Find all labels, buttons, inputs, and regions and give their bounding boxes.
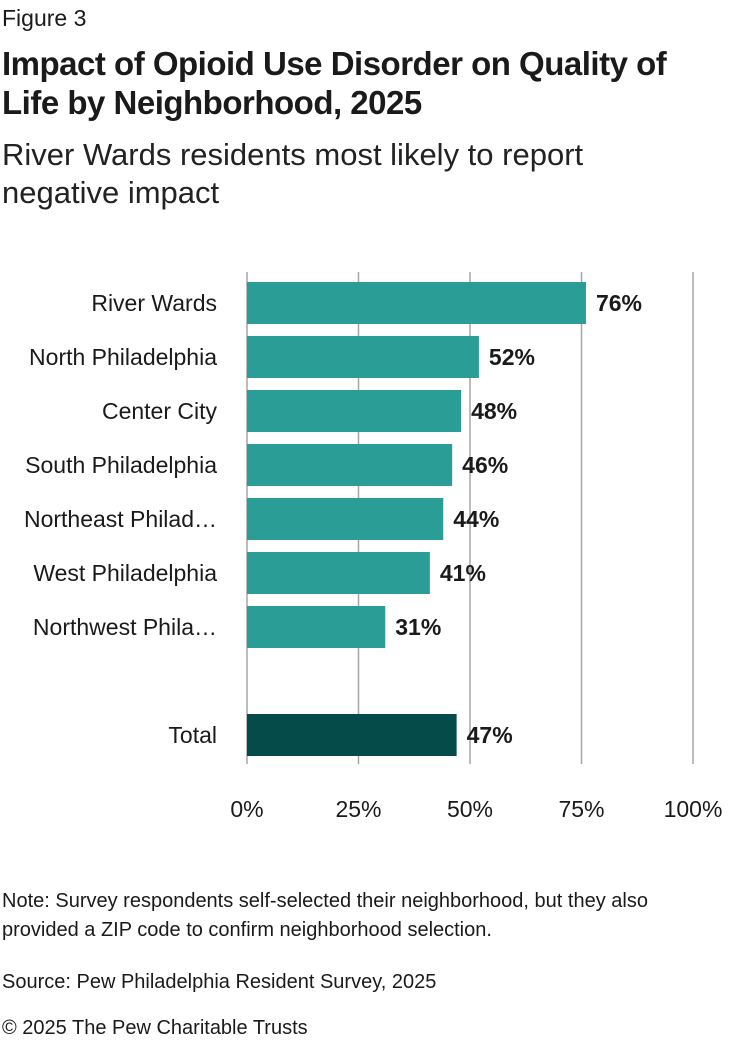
value-label: 44% (453, 506, 499, 532)
value-label: 47% (467, 722, 513, 748)
bar-chart: River Wards North Philadelphia Center City… (24, 272, 722, 822)
bar (247, 552, 430, 594)
chart-note: Note: Survey respondents self-selected t… (2, 890, 648, 941)
value-labels: 76% 52% 48% 46% 44% 41% 31% 47% (395, 290, 642, 748)
chart-source: Source: Pew Philadelphia Resident Survey… (2, 971, 437, 993)
x-axis-ticks: 0% 25% 50% 75% 100% (230, 796, 722, 822)
figure-label: Figure 3 (2, 5, 87, 31)
value-label: 31% (395, 614, 441, 640)
bar (247, 606, 386, 648)
category-label: River Wards (91, 290, 217, 316)
chart-title: Impact of Opioid Use Disorder on Quality… (2, 45, 667, 121)
bar (247, 390, 462, 432)
category-label: West Philadelphia (33, 560, 217, 586)
chart-subtitle: River Wards residents most likely to rep… (2, 137, 584, 210)
value-label: 52% (489, 344, 535, 370)
x-tick-label: 50% (447, 796, 493, 822)
value-label: 46% (462, 452, 508, 478)
value-label: 76% (596, 290, 642, 316)
value-label: 48% (471, 398, 517, 424)
x-tick-label: 100% (664, 796, 723, 822)
x-tick-label: 0% (230, 796, 263, 822)
bar (247, 282, 586, 324)
category-label: Northeast Philad… (24, 506, 217, 532)
category-label: Center City (102, 398, 218, 424)
bar (247, 498, 444, 540)
category-labels: River Wards North Philadelphia Center City… (24, 290, 218, 748)
bar (247, 444, 453, 486)
x-tick-label: 25% (335, 796, 381, 822)
category-label: North Philadelphia (29, 344, 217, 370)
category-label: Northwest Phila… (33, 614, 217, 640)
bars (247, 282, 586, 756)
category-label: Total (168, 722, 217, 748)
bar-total (247, 714, 457, 756)
bar (247, 336, 479, 378)
category-label: South Philadelphia (25, 452, 217, 478)
copyright: © 2025 The Pew Charitable Trusts (2, 1017, 308, 1039)
x-tick-label: 75% (558, 796, 604, 822)
value-label: 41% (440, 560, 486, 586)
